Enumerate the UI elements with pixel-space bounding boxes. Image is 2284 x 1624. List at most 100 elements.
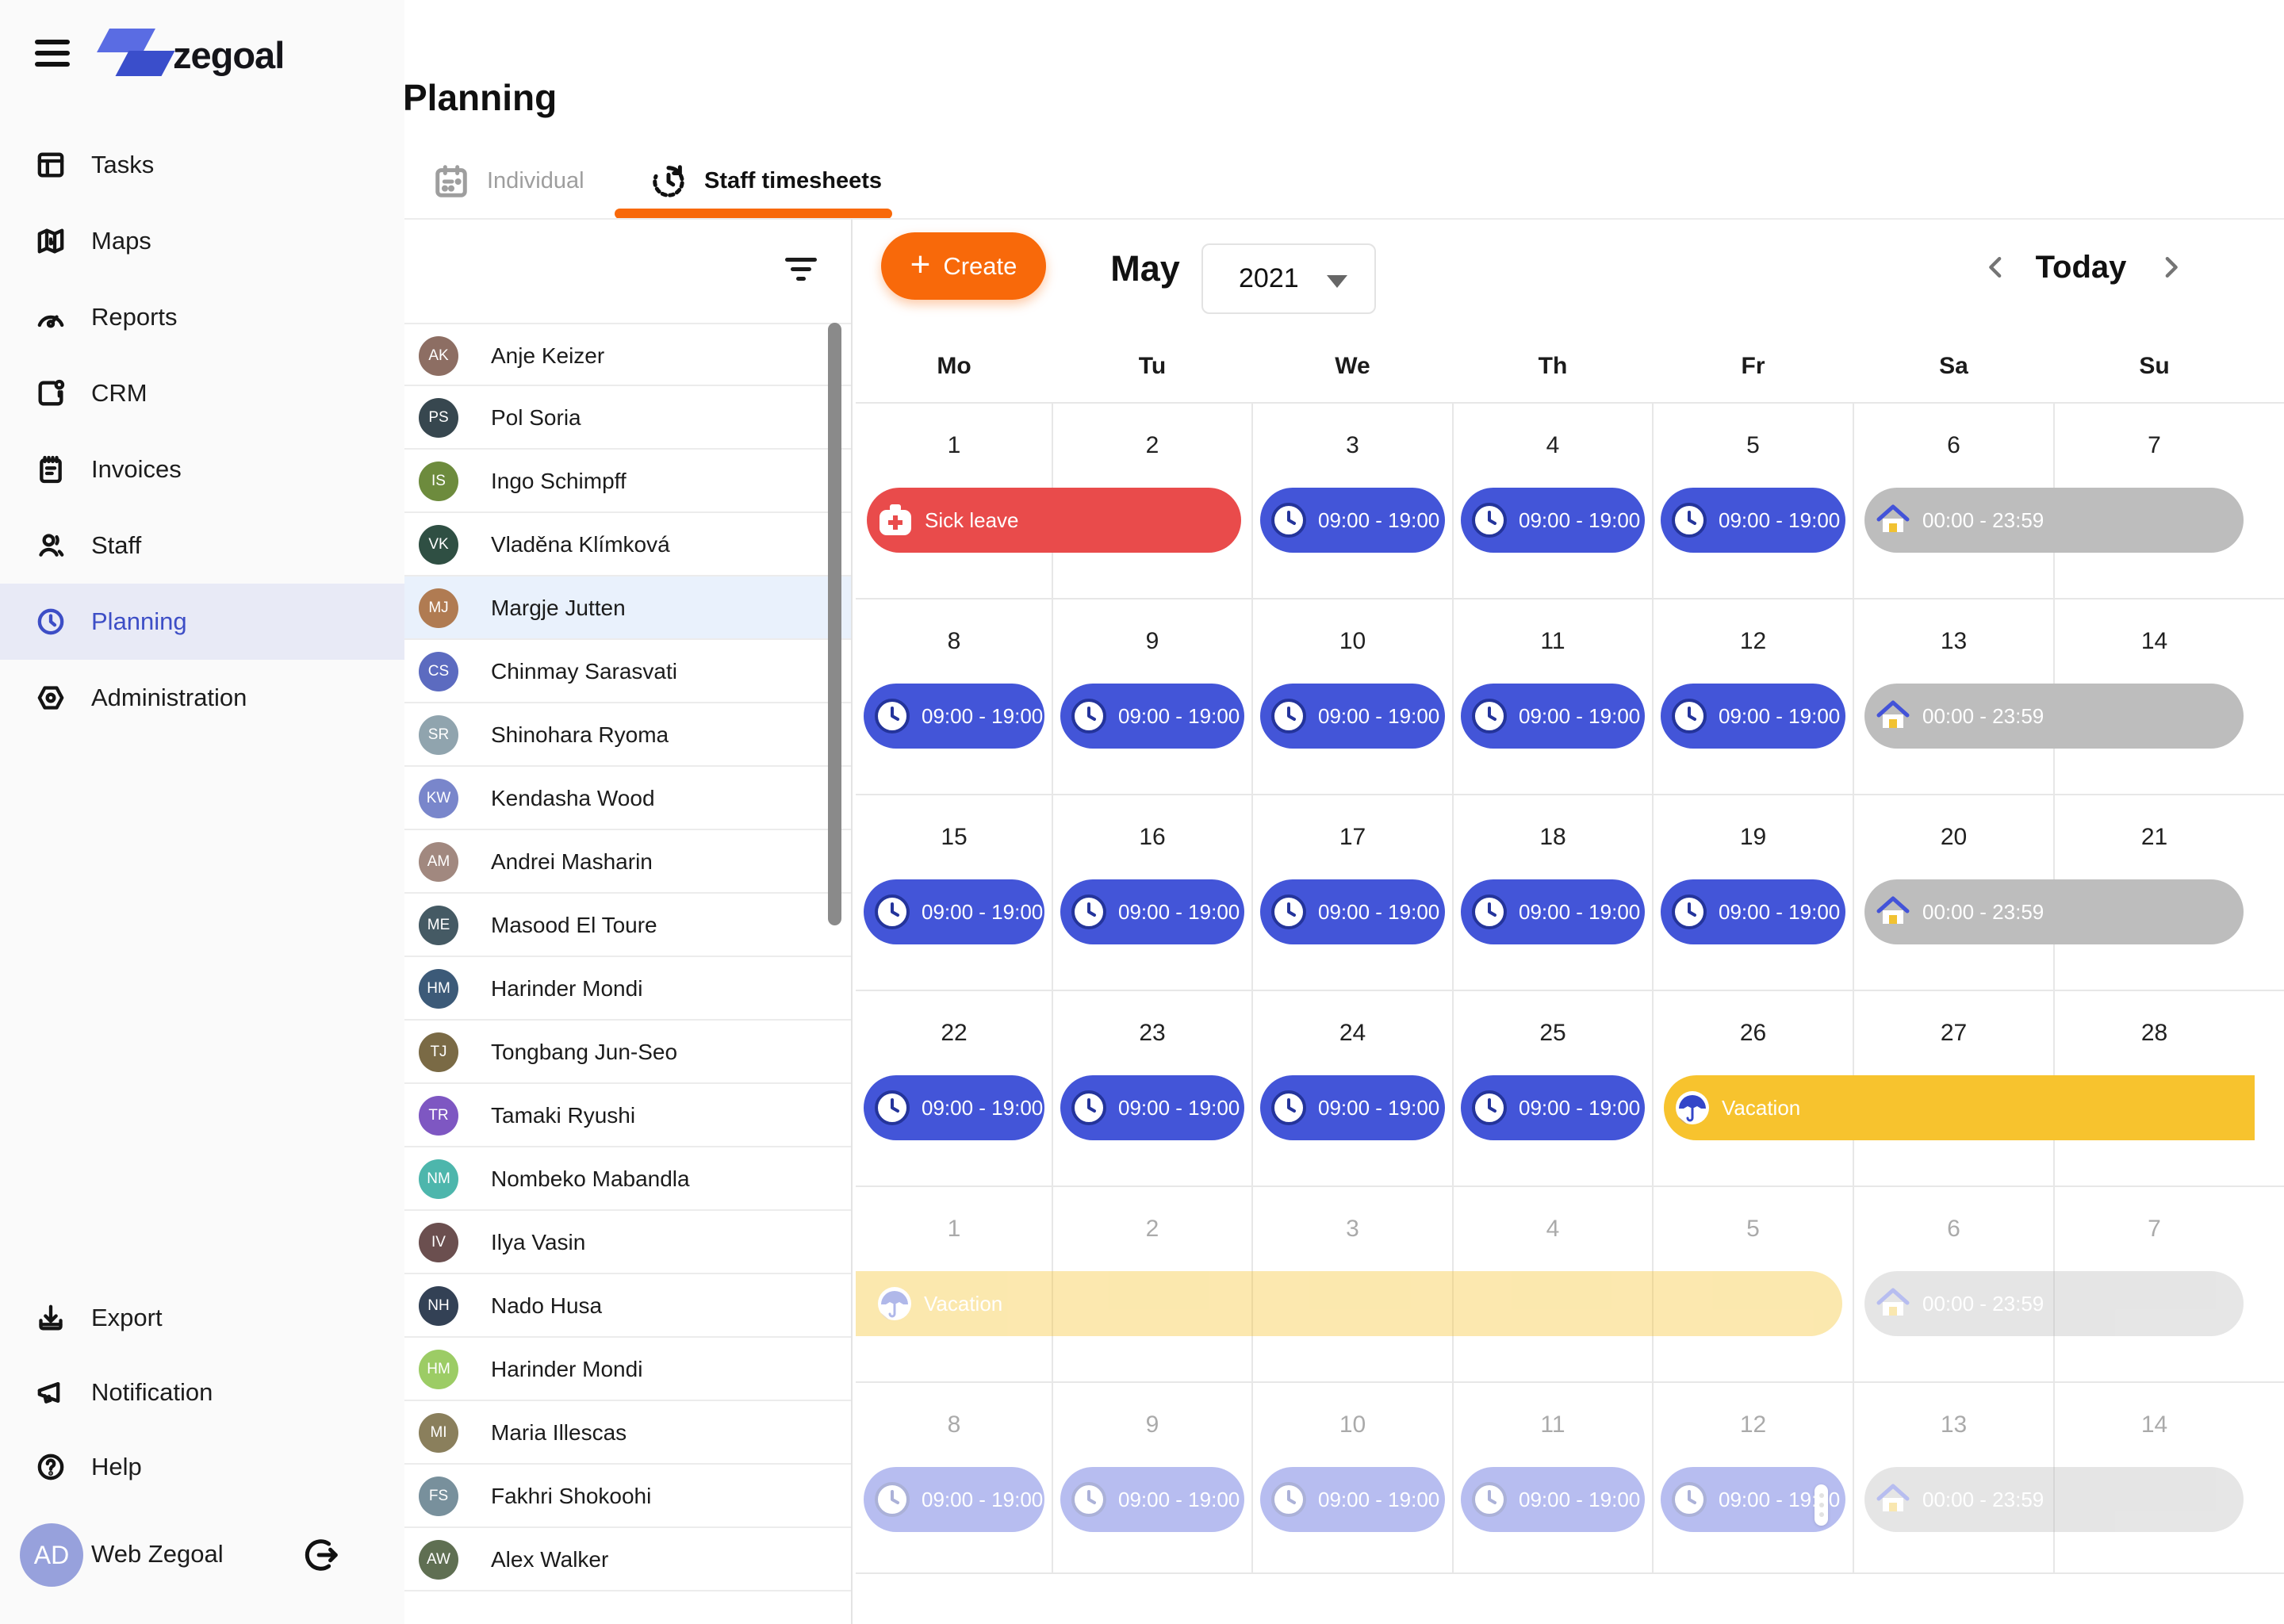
event-home[interactable]: 00:00 - 23:59 bbox=[1864, 488, 2244, 553]
event-work[interactable]: 09:00 - 19:00 bbox=[864, 879, 1044, 944]
date-number[interactable]: 4 bbox=[1546, 1216, 1560, 1242]
date-number[interactable]: 5 bbox=[1746, 1216, 1760, 1242]
event-vacation[interactable]: Vacation bbox=[1664, 1075, 2255, 1140]
event-work[interactable]: 09:00 - 19:00 bbox=[864, 684, 1044, 749]
date-number[interactable]: 9 bbox=[1145, 628, 1159, 654]
date-number[interactable]: 11 bbox=[1540, 628, 1565, 654]
date-number[interactable]: 26 bbox=[1739, 1020, 1767, 1046]
date-number[interactable]: 11 bbox=[1540, 1411, 1565, 1438]
event-home[interactable]: 00:00 - 23:59 bbox=[1864, 879, 2244, 944]
event-home[interactable]: 00:00 - 23:59 bbox=[1864, 1467, 2244, 1532]
event-work[interactable]: 09:00 - 19:00 bbox=[1060, 1467, 1244, 1532]
staff-list-item[interactable]: AK Anje Keizer bbox=[404, 323, 852, 386]
event-vacation[interactable]: Vacation bbox=[856, 1271, 1842, 1336]
staff-list-item[interactable]: IS Ingo Schimpff bbox=[404, 450, 852, 513]
date-number[interactable]: 14 bbox=[2140, 628, 2168, 654]
event-work[interactable]: 09:00 - 19:00 bbox=[864, 1075, 1044, 1140]
staff-list-item[interactable]: MJ Margje Jutten bbox=[404, 576, 852, 640]
sidebar-item-tasks[interactable]: Tasks bbox=[0, 127, 404, 203]
avatar[interactable]: AD bbox=[20, 1523, 83, 1587]
date-number[interactable]: 6 bbox=[1947, 432, 1960, 458]
date-number[interactable]: 13 bbox=[1940, 1411, 1968, 1438]
event-work[interactable]: 09:00 - 19:00 bbox=[1260, 879, 1445, 944]
date-number[interactable]: 8 bbox=[947, 628, 961, 654]
date-number[interactable]: 20 bbox=[1940, 824, 1968, 850]
staff-list-item[interactable]: NH Nado Husa bbox=[404, 1274, 852, 1338]
date-number[interactable]: 9 bbox=[1145, 1411, 1159, 1438]
staff-list-item[interactable]: TJ Tongbang Jun-Seo bbox=[404, 1021, 852, 1084]
today-button[interactable]: Today bbox=[2035, 250, 2127, 285]
date-number[interactable]: 2 bbox=[1145, 1216, 1159, 1242]
date-number[interactable]: 22 bbox=[941, 1020, 968, 1046]
staff-list-item[interactable]: IV Ilya Vasin bbox=[404, 1211, 852, 1274]
event-work[interactable]: 09:00 - 19:00 bbox=[1060, 1075, 1244, 1140]
staff-list-scrollbar[interactable] bbox=[828, 323, 841, 925]
date-number[interactable]: 1 bbox=[947, 1216, 961, 1242]
sidebar-item-export[interactable]: Export bbox=[0, 1280, 404, 1356]
drag-handle[interactable] bbox=[1815, 1484, 1828, 1526]
sidebar-item-staff[interactable]: Staff bbox=[0, 508, 404, 584]
date-number[interactable]: 2 bbox=[1145, 432, 1159, 458]
year-select[interactable]: 2021 bbox=[1201, 243, 1376, 314]
date-number[interactable]: 3 bbox=[1346, 1216, 1359, 1242]
staff-list-item[interactable]: TR Tamaki Ryushi bbox=[404, 1084, 852, 1147]
event-work[interactable]: 09:00 - 19:00 bbox=[1461, 879, 1645, 944]
hamburger-menu-icon[interactable] bbox=[35, 40, 70, 68]
date-number[interactable]: 23 bbox=[1139, 1020, 1166, 1046]
staff-list-item[interactable]: HM Harinder Mondi bbox=[404, 1338, 852, 1401]
sidebar-item-notification[interactable]: Notification bbox=[0, 1354, 404, 1431]
logout-icon[interactable] bbox=[304, 1537, 340, 1573]
date-number[interactable]: 14 bbox=[2140, 1411, 2168, 1438]
staff-list-item[interactable]: VK Vladěna Klímková bbox=[404, 513, 852, 576]
event-work[interactable]: 09:00 - 19:00 bbox=[1060, 879, 1244, 944]
event-work[interactable]: 09:00 - 19:00 bbox=[1461, 684, 1645, 749]
event-work[interactable]: 09:00 - 19:00 bbox=[1661, 684, 1845, 749]
event-work[interactable]: 09:00 - 19:00 bbox=[1661, 879, 1845, 944]
staff-list-item[interactable]: SR Shinohara Ryoma bbox=[404, 703, 852, 767]
date-number[interactable]: 4 bbox=[1546, 432, 1560, 458]
staff-list-item[interactable]: PS Pol Soria bbox=[404, 386, 852, 450]
create-button[interactable]: + Create bbox=[881, 232, 1046, 300]
date-number[interactable]: 19 bbox=[1739, 824, 1767, 850]
date-number[interactable]: 5 bbox=[1746, 432, 1760, 458]
date-number[interactable]: 27 bbox=[1940, 1020, 1968, 1046]
event-work[interactable]: 09:00 - 19:00 bbox=[1260, 1467, 1445, 1532]
sidebar-item-reports[interactable]: Reports bbox=[0, 279, 404, 355]
date-number[interactable]: 21 bbox=[2140, 824, 2168, 850]
sidebar-item-invoices[interactable]: Invoices bbox=[0, 431, 404, 508]
date-number[interactable]: 7 bbox=[2148, 1216, 2161, 1242]
staff-list-item[interactable]: AW Alex Walker bbox=[404, 1528, 852, 1591]
sidebar-item-crm[interactable]: CRM bbox=[0, 355, 404, 431]
event-work[interactable]: 09:00 - 19:00 bbox=[1661, 488, 1845, 553]
date-number[interactable]: 13 bbox=[1940, 628, 1968, 654]
date-number[interactable]: 7 bbox=[2148, 432, 2161, 458]
staff-list-item[interactable]: ME Masood El Toure bbox=[404, 894, 852, 957]
date-number[interactable]: 18 bbox=[1539, 824, 1566, 850]
event-work[interactable]: 09:00 - 19:00 bbox=[1461, 488, 1645, 553]
staff-list-item[interactable]: HM Harinder Mondi bbox=[404, 957, 852, 1021]
date-number[interactable]: 12 bbox=[1739, 628, 1767, 654]
date-number[interactable]: 15 bbox=[941, 824, 968, 850]
sidebar-item-administration[interactable]: Administration bbox=[0, 660, 404, 736]
event-work[interactable]: 09:00 - 19:00 bbox=[1260, 684, 1445, 749]
tab-individual[interactable]: Individual bbox=[433, 144, 584, 218]
date-number[interactable]: 28 bbox=[2140, 1020, 2168, 1046]
event-sick[interactable]: Sick leave bbox=[867, 488, 1241, 553]
event-work[interactable]: 09:00 - 19:00 bbox=[1461, 1467, 1645, 1532]
next-month-button[interactable] bbox=[2155, 251, 2186, 283]
tab-staff-timesheets[interactable]: Staff timesheets bbox=[650, 144, 882, 218]
filter-icon[interactable] bbox=[784, 258, 818, 289]
date-number[interactable]: 10 bbox=[1339, 628, 1366, 654]
sidebar-item-help[interactable]: Help bbox=[0, 1429, 404, 1505]
staff-list-item[interactable]: FS Fakhri Shokoohi bbox=[404, 1465, 852, 1528]
date-number[interactable]: 24 bbox=[1339, 1020, 1366, 1046]
date-number[interactable]: 17 bbox=[1339, 824, 1366, 850]
event-work[interactable]: 09:00 - 19:00 bbox=[864, 1467, 1044, 1532]
date-number[interactable]: 16 bbox=[1139, 824, 1166, 850]
staff-list-item[interactable]: NM Nombeko Mabandla bbox=[404, 1147, 852, 1211]
event-home[interactable]: 00:00 - 23:59 bbox=[1864, 684, 2244, 749]
date-number[interactable]: 3 bbox=[1346, 432, 1359, 458]
event-work[interactable]: 09:00 - 19:00 bbox=[1461, 1075, 1645, 1140]
staff-list-item[interactable]: CS Chinmay Sarasvati bbox=[404, 640, 852, 703]
date-number[interactable]: 6 bbox=[1947, 1216, 1960, 1242]
